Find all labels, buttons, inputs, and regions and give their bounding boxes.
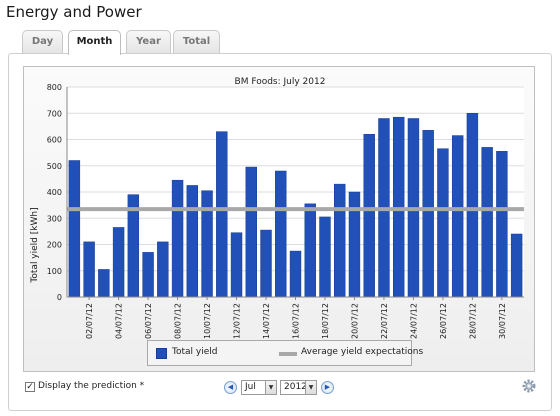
bar-16/07/12[interactable] xyxy=(289,250,302,298)
bar-29/07/12[interactable] xyxy=(481,147,493,298)
bar-14/07/12[interactable] xyxy=(260,229,272,298)
gear-icon[interactable] xyxy=(521,378,537,394)
year-select[interactable]: 2012 ▼ xyxy=(280,380,317,395)
y-tick-label: 600 xyxy=(47,136,62,145)
chart-frame: 0 100 200 300 400 500 600 700 800 02/07/12 04/07/1… xyxy=(23,66,535,372)
chevron-down-icon: ▼ xyxy=(305,381,316,394)
yield-chart: 0 100 200 300 400 500 600 700 800 02/07/12 04/07/1… xyxy=(30,77,524,339)
bar-15/07/12[interactable] xyxy=(275,170,287,298)
bar-04/07/12[interactable] xyxy=(112,227,125,298)
legend-label-average-yield: Average yield expectations xyxy=(301,347,424,357)
x-tick-label: 30/07/12 xyxy=(498,303,507,339)
y-tick-label: 300 xyxy=(47,214,62,223)
x-tick-label: 26/07/12 xyxy=(439,303,448,339)
bar-19/07/12[interactable] xyxy=(334,183,346,298)
bar-17/07/12[interactable] xyxy=(304,203,316,298)
y-tick-label: 0 xyxy=(57,293,62,302)
prediction-label: Display the prediction * xyxy=(38,381,145,391)
bar-09/07/12[interactable] xyxy=(186,185,199,298)
chart-title: BM Foods: July 2012 xyxy=(235,77,326,87)
bar-01/07/12[interactable] xyxy=(68,160,81,298)
bar-27/07/12[interactable] xyxy=(451,135,464,298)
x-tick-label: 28/07/12 xyxy=(468,303,477,339)
y-tick-label: 700 xyxy=(47,109,62,118)
bar-13/07/12[interactable] xyxy=(245,166,257,298)
bar-11/07/12[interactable] xyxy=(216,131,228,298)
chevron-right-icon[interactable]: ▶ xyxy=(321,381,334,394)
x-tick-label: 18/07/12 xyxy=(321,303,330,339)
chart-legend: Total yield Average yield expectations xyxy=(147,340,423,366)
bar-12/07/12[interactable] xyxy=(230,232,243,298)
bar-10/07/12[interactable] xyxy=(201,190,213,298)
month-select[interactable]: Jul ▼ xyxy=(241,380,277,395)
tab-total[interactable]: Total xyxy=(173,30,220,54)
bar-18/07/12[interactable] xyxy=(319,216,331,298)
x-tick-label: 08/07/12 xyxy=(174,303,183,339)
y-tick-label: 500 xyxy=(47,162,62,171)
x-tick-label: 04/07/12 xyxy=(115,303,124,339)
y-tick-label: 400 xyxy=(47,188,62,197)
tab-month[interactable]: Month xyxy=(68,30,121,55)
chevron-left-icon[interactable]: ◀ xyxy=(224,381,237,394)
bar-03/07/12[interactable] xyxy=(98,269,110,298)
bar-08/07/12[interactable] xyxy=(171,179,184,298)
x-tick-label: 20/07/12 xyxy=(350,303,359,339)
legend-swatch-total-yield xyxy=(156,348,167,359)
year-select-value: 2012 xyxy=(284,382,307,392)
x-tick-label: 10/07/12 xyxy=(203,303,212,339)
chart-controls: ✓ Display the prediction * ◀ Jul ▼ 2012 … xyxy=(0,378,560,398)
page-title: Energy and Power xyxy=(6,3,142,21)
tab-day[interactable]: Day xyxy=(22,30,63,54)
x-tick-label: 16/07/12 xyxy=(292,303,301,339)
y-axis-label: Total yield [kWh] xyxy=(30,207,40,283)
chevron-down-icon: ▼ xyxy=(265,381,276,394)
y-tick-label: 200 xyxy=(47,241,62,250)
bar-30/07/12[interactable] xyxy=(496,151,508,298)
tab-year[interactable]: Year xyxy=(126,30,171,54)
bar-06/07/12[interactable] xyxy=(142,252,154,298)
bar-28/07/12[interactable] xyxy=(466,113,479,298)
bar-31/07/12[interactable] xyxy=(510,233,523,298)
bar-02/07/12[interactable] xyxy=(83,241,95,298)
x-tick-label: 12/07/12 xyxy=(233,303,242,339)
month-select-value: Jul xyxy=(245,382,256,392)
legend-label-total-yield: Total yield xyxy=(172,347,218,357)
y-tick-label: 100 xyxy=(47,267,62,276)
prediction-checkbox[interactable]: ✓ xyxy=(25,382,35,392)
x-tick-label: 22/07/12 xyxy=(380,303,389,339)
y-tick-label: 800 xyxy=(47,83,62,92)
bar-07/07/12[interactable] xyxy=(157,241,169,298)
x-tick-label: 14/07/12 xyxy=(262,303,271,339)
bar-25/07/12[interactable] xyxy=(422,130,434,298)
x-tick-label: 24/07/12 xyxy=(409,303,418,339)
legend-swatch-average-yield xyxy=(279,352,297,356)
bar-21/07/12[interactable] xyxy=(363,134,375,298)
x-tick-label: 02/07/12 xyxy=(85,303,94,339)
x-tick-label: 06/07/12 xyxy=(144,303,153,339)
bar-26/07/12[interactable] xyxy=(437,148,449,298)
